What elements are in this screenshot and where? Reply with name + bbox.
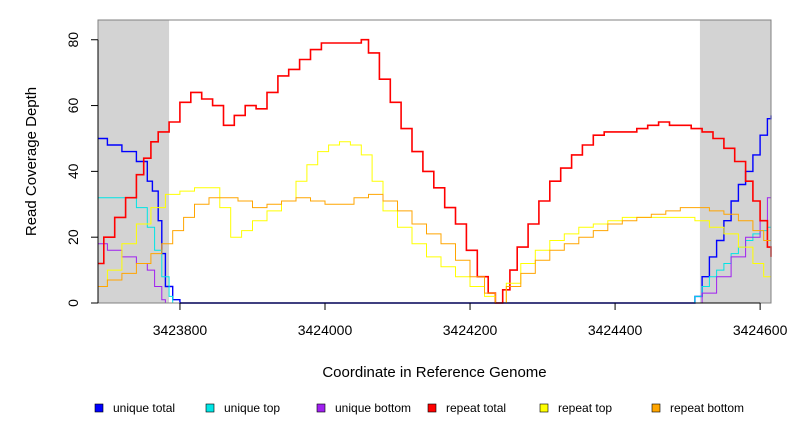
x-tick-label: 3423800 — [153, 322, 208, 338]
legend-swatch-unique-top — [205, 403, 215, 413]
x-tick-label: 3424000 — [298, 322, 353, 338]
series-line-unique-bottom — [98, 191, 772, 304]
y-axis: 0 20 40 60 80 — [65, 32, 99, 307]
x-tick-label: 3424600 — [733, 322, 788, 338]
legend-swatch-repeat-bottom — [651, 403, 661, 413]
series-lines — [98, 38, 772, 304]
y-tick-label: 80 — [65, 32, 81, 48]
plot-frame — [97, 19, 772, 304]
shaded-region-0 — [98, 20, 170, 303]
legend-label-repeat-total: repeat total — [446, 401, 506, 415]
legend-swatch-repeat-top — [539, 403, 549, 413]
legend-label-repeat-bottom: repeat bottom — [670, 401, 744, 415]
x-axis: 3423800 3424000 3424200 3424400 3424600 — [153, 302, 788, 338]
shaded-regions — [98, 20, 771, 303]
x-axis-title: Coordinate in Reference Genome — [322, 364, 546, 381]
legend-label-repeat-top: repeat top — [558, 401, 612, 415]
series-line-repeat-total — [98, 38, 772, 304]
y-tick-label: 40 — [65, 163, 81, 179]
y-axis-title: Read Coverage Depth — [23, 87, 40, 236]
y-tick-label: 60 — [65, 98, 81, 114]
series-line-repeat-bottom — [98, 193, 772, 304]
legend-swatch-unique-bottom — [316, 403, 326, 413]
x-tick-label: 3424400 — [588, 322, 643, 338]
legend-label-unique-total: unique total — [113, 401, 175, 415]
x-tick-label: 3424200 — [443, 322, 498, 338]
series-line-repeat-top — [98, 141, 772, 304]
legend-label-unique-top: unique top — [224, 401, 280, 415]
legend-label-unique-bottom: unique bottom — [335, 401, 411, 415]
legend: unique total unique top unique bottom repea… — [94, 401, 744, 415]
legend-swatch-unique-total — [94, 403, 104, 413]
y-tick-label: 0 — [65, 299, 81, 307]
series-line-unique-top — [98, 197, 771, 304]
legend-swatch-repeat-total — [427, 403, 437, 413]
y-tick-label: 20 — [65, 229, 81, 245]
series-line-unique-total — [98, 115, 772, 304]
